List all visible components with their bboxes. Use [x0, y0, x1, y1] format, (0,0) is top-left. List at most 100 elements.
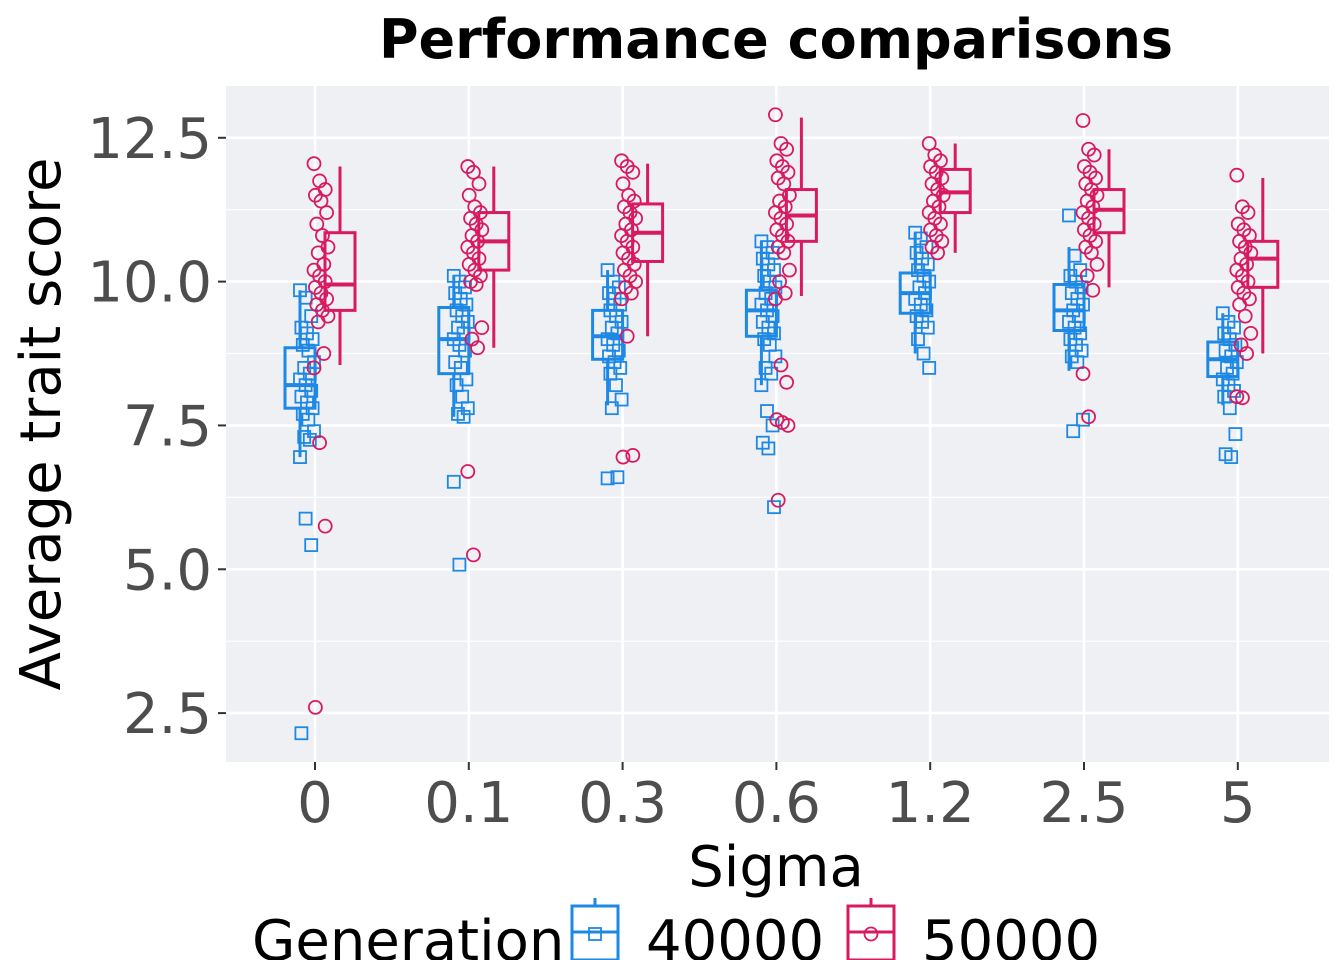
data-point — [1239, 346, 1254, 361]
data-point — [298, 290, 313, 305]
data-point — [772, 274, 787, 290]
data-point — [309, 216, 325, 232]
data-point — [293, 450, 307, 464]
data-point — [780, 418, 796, 433]
data-point — [1237, 308, 1253, 324]
data-point — [307, 699, 323, 715]
data-point — [916, 346, 931, 361]
data-point — [776, 245, 792, 261]
data-point — [610, 470, 625, 485]
data-point — [314, 228, 330, 243]
data-point — [921, 136, 937, 151]
data-point — [1066, 424, 1081, 439]
data-point — [465, 164, 481, 180]
data-point — [1079, 268, 1095, 284]
legend-label-40000: 40000 — [646, 909, 824, 960]
data-point — [1232, 297, 1247, 313]
data-point — [615, 176, 631, 192]
data-point — [298, 511, 313, 526]
data-point — [1084, 245, 1099, 261]
data-point — [446, 474, 461, 489]
data-point — [310, 314, 326, 330]
data-point — [468, 277, 484, 292]
data-point — [312, 435, 328, 451]
x-tick-label: 5 — [1220, 771, 1256, 836]
legend-label-50000: 50000 — [922, 909, 1100, 960]
y-axis-ticks: 2.5 5.0 7.5 10.0 12.5 — [87, 107, 226, 747]
data-point — [460, 464, 476, 479]
data-point — [319, 205, 335, 220]
legend-key-marker — [863, 926, 879, 942]
data-point — [465, 547, 481, 563]
data-point — [625, 447, 641, 463]
data-point — [1222, 401, 1237, 416]
data-point — [922, 361, 937, 375]
y-tick-label: 5.0 — [123, 538, 212, 603]
data-point — [754, 378, 769, 393]
legend: Generation 40000 50000 — [252, 898, 1100, 960]
data-point — [615, 449, 631, 465]
data-point — [1070, 355, 1085, 370]
data-point — [1067, 248, 1082, 263]
data-point — [770, 492, 786, 508]
data-point — [1229, 167, 1245, 183]
data-point — [614, 392, 629, 407]
x-tick-label: 0 — [297, 771, 333, 836]
data-point — [782, 262, 797, 278]
data-point — [1228, 427, 1243, 441]
y-axis-title: Average trait score — [9, 158, 74, 691]
data-point — [1224, 450, 1239, 464]
data-point — [313, 193, 329, 209]
data-point — [310, 245, 326, 261]
data-point — [604, 401, 619, 416]
data-point — [461, 187, 477, 203]
data-point — [316, 346, 332, 361]
y-tick-label: 10.0 — [87, 251, 212, 316]
data-point — [609, 378, 623, 393]
data-point — [764, 366, 779, 381]
data-point — [1085, 282, 1101, 298]
data-point — [1235, 390, 1250, 406]
data-point — [304, 538, 319, 553]
box-body — [1246, 239, 1280, 289]
data-point — [306, 156, 322, 172]
data-point — [302, 432, 317, 447]
y-tick-label: 12.5 — [87, 107, 212, 172]
legend-title: Generation — [252, 909, 564, 960]
data-point — [768, 107, 783, 123]
data-point — [619, 328, 635, 344]
series-40000 — [283, 208, 1244, 741]
data-point — [625, 164, 641, 180]
x-tick-label: 0.1 — [424, 771, 513, 836]
legend-key-50000 — [846, 898, 896, 960]
data-point — [1240, 205, 1256, 220]
y-tick-label: 7.5 — [123, 394, 212, 459]
data-layer — [283, 107, 1280, 741]
data-point — [911, 332, 925, 347]
data-point — [776, 176, 792, 192]
data-point — [1075, 366, 1091, 382]
data-point — [474, 320, 490, 336]
data-point — [779, 374, 794, 390]
data-point — [1243, 325, 1259, 341]
data-point — [471, 176, 487, 192]
data-point — [1229, 389, 1245, 405]
data-point — [760, 404, 774, 418]
data-point — [773, 357, 789, 373]
legend-key-40000 — [570, 898, 620, 960]
x-axis-title: Sigma — [688, 835, 864, 900]
data-point — [1075, 113, 1091, 128]
data-point — [294, 726, 309, 741]
chart-title: Performance comparisons — [379, 8, 1173, 71]
data-point — [456, 409, 471, 424]
data-point — [1062, 208, 1076, 223]
data-point — [1081, 409, 1096, 425]
y-tick-label: 2.5 — [123, 682, 212, 747]
data-point — [761, 441, 776, 456]
data-point — [779, 141, 794, 157]
data-point — [306, 360, 322, 376]
data-point — [930, 245, 945, 261]
data-point — [600, 471, 615, 486]
series-50000 — [306, 107, 1280, 715]
